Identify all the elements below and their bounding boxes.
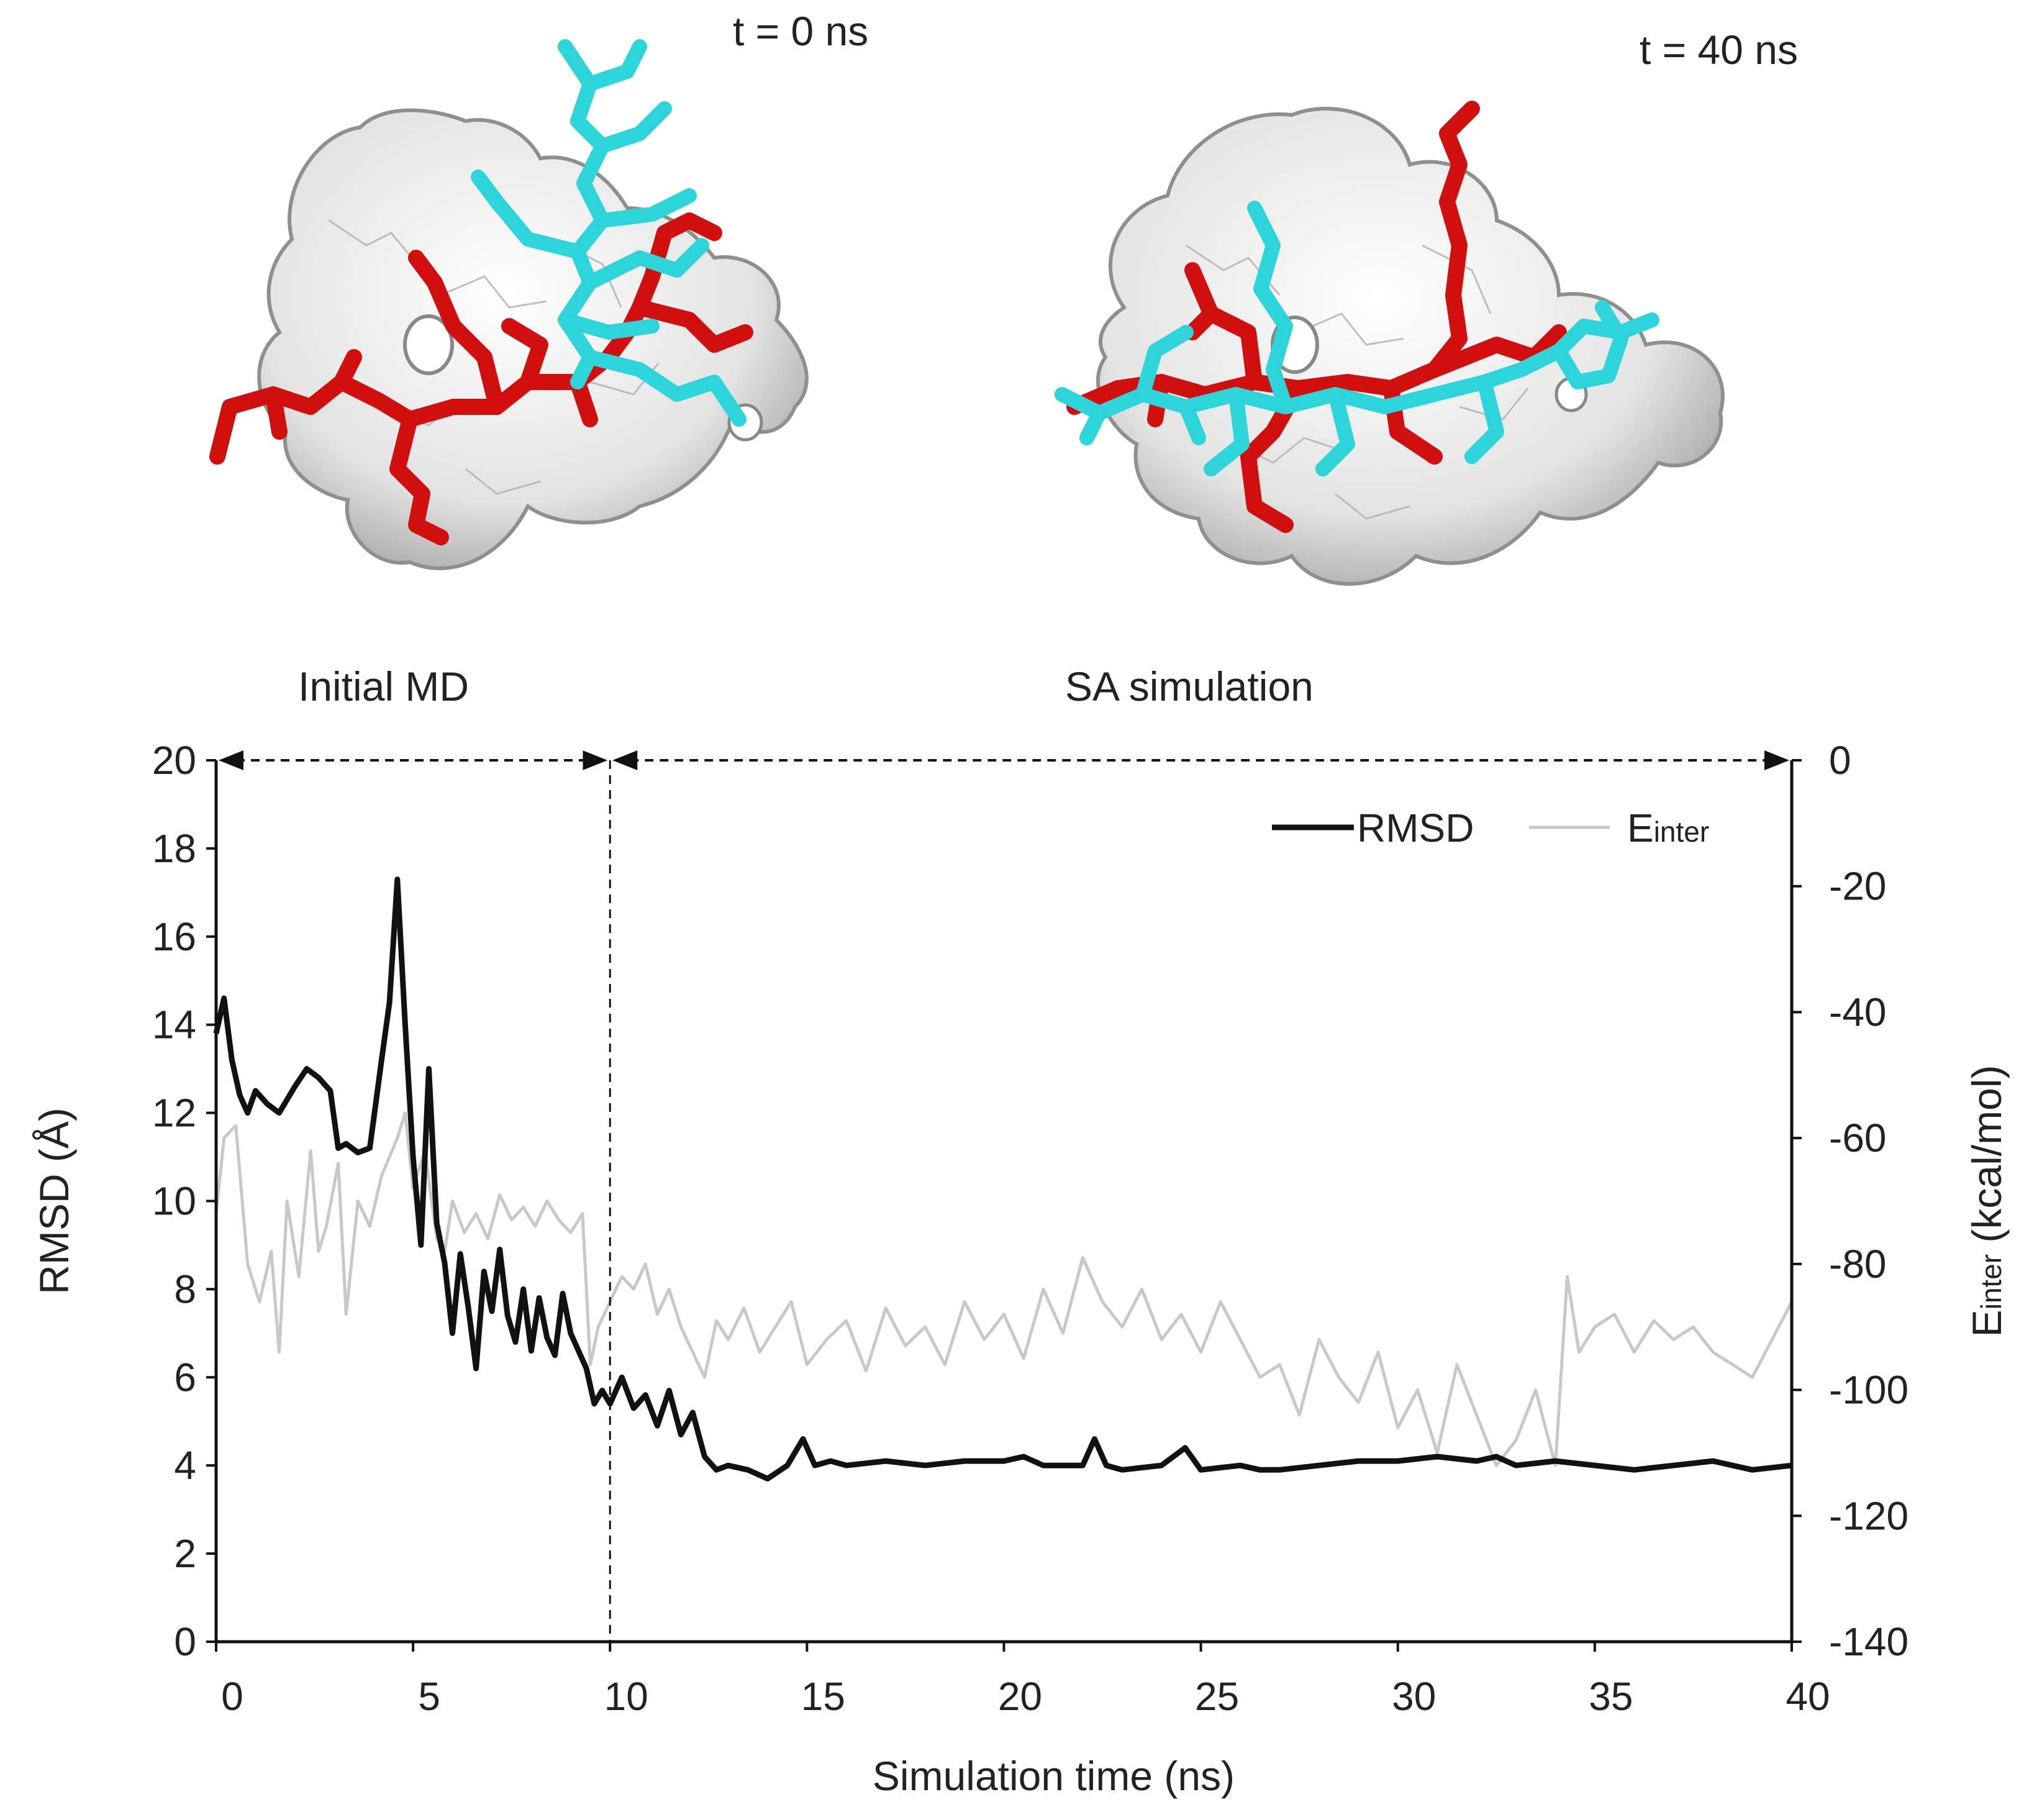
- x-tick-label: 20: [998, 1674, 1042, 1719]
- left-tick-label: 14: [152, 1003, 196, 1047]
- x-tick-label: 35: [1589, 1674, 1633, 1719]
- snapshot-image-t0: [209, 39, 809, 570]
- right-tick-label: -60: [1829, 1116, 1887, 1160]
- snapshot-40-time-label: t = 40 ns: [1640, 27, 1799, 73]
- rmsd-series-line: [213, 876, 1792, 1481]
- snapshot-0-time-label: t = 0 ns: [733, 8, 869, 54]
- legend-einter-main: E: [1627, 806, 1654, 850]
- x-tick-label: 40: [1786, 1674, 1830, 1719]
- right-tick-label: 0: [1829, 738, 1851, 783]
- phase-label-0: Initial MD: [298, 663, 469, 709]
- snapshot-image-t40: [1055, 101, 1725, 586]
- x-tick-label: 10: [604, 1674, 648, 1719]
- legend-rmsd-label: RMSD: [1357, 806, 1474, 850]
- right-axis-title-sub: inter: [1975, 1254, 2007, 1309]
- legend-einter-label: Einter: [1627, 806, 1709, 850]
- x-tick-label: 30: [1392, 1674, 1436, 1719]
- left-tick-label: 8: [174, 1267, 196, 1311]
- left-tick-label: 16: [152, 914, 196, 959]
- left-tick-label: 20: [152, 738, 196, 783]
- einter-series-line: [214, 1111, 1794, 1467]
- right-tick-label: -120: [1829, 1493, 1908, 1538]
- phase-label-1: SA simulation: [1065, 663, 1314, 709]
- x-tick-label: 5: [418, 1674, 440, 1719]
- legend-einter-sub: inter: [1654, 816, 1709, 848]
- left-tick-label: 0: [174, 1619, 196, 1664]
- right-tick-label: -20: [1829, 864, 1887, 909]
- rmsd-einter-chart: Initial MD SA simulation 0 2 4 6 8 10 12 14 16 18 20…: [31, 663, 2010, 1799]
- left-tick-label: 2: [174, 1531, 196, 1576]
- left-tick-label: 18: [152, 826, 196, 871]
- right-axis-title-main: E: [1964, 1309, 2010, 1337]
- left-axis-title: RMSD (Å): [31, 1108, 77, 1294]
- right-tick-label: -100: [1829, 1368, 1908, 1413]
- right-axis-title-unit: (kcal/mol): [1964, 1065, 2010, 1254]
- left-tick-label: 4: [174, 1443, 196, 1488]
- ligand-cyan: [471, 39, 747, 427]
- right-tick-label: -140: [1829, 1619, 1908, 1664]
- right-tick-label: -80: [1829, 1242, 1887, 1286]
- x-tick-label: 15: [801, 1674, 845, 1719]
- left-tick-label: 10: [152, 1179, 196, 1224]
- ligand-cyan: [1055, 201, 1659, 476]
- x-axis-title: Simulation time (ns): [873, 1753, 1235, 1799]
- x-tick-label: 25: [1195, 1674, 1239, 1719]
- right-axis-title: Einter (kcal/mol): [1964, 1065, 2010, 1337]
- right-tick-label: -40: [1829, 990, 1887, 1034]
- left-tick-label: 12: [152, 1091, 196, 1135]
- x-tick-label: 0: [221, 1674, 243, 1719]
- protein-surface: [1096, 106, 1725, 586]
- left-tick-label: 6: [174, 1355, 196, 1399]
